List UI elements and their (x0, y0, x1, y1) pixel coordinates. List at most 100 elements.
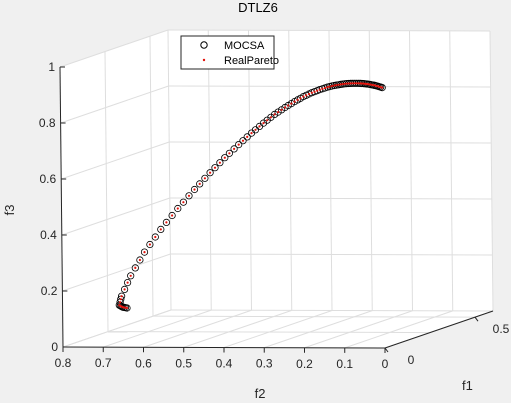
z-tick-label: 0.6 (40, 172, 57, 186)
realpareto-point (353, 82, 356, 85)
grid-line (304, 310, 413, 349)
realpareto-point (343, 82, 346, 85)
x-tick-label: 0 (408, 353, 415, 367)
realpareto-point (228, 152, 231, 155)
mocsa-point (140, 248, 149, 256)
mocsa-point (121, 285, 129, 293)
z-tick-label: 0 (51, 340, 58, 354)
realpareto-point (213, 166, 217, 169)
grid-line (288, 30, 293, 311)
z-tick-label: 0.2 (41, 284, 58, 298)
grid-line (104, 51, 109, 332)
mocsa-point (157, 225, 165, 233)
grid-line (368, 30, 373, 311)
realpareto-point (165, 221, 168, 224)
legend[interactable]: MOCSA RealPareto (180, 35, 279, 70)
realpareto-point (345, 82, 348, 85)
realpareto-point (330, 84, 334, 88)
y-tick-label: 0 (382, 357, 389, 371)
z-axis-line (59, 66, 64, 348)
mocsa-point (124, 278, 132, 287)
realpareto-point (307, 92, 311, 96)
realpareto-point (351, 82, 354, 85)
realpareto-point (119, 301, 122, 304)
mocsa-point (247, 129, 256, 137)
grid-line (449, 30, 454, 311)
y-tick-label: 0.8 (55, 356, 72, 370)
realpareto-point (254, 128, 257, 131)
realpareto-point (333, 84, 336, 87)
grid-line (169, 141, 492, 144)
grid-line (344, 310, 453, 349)
realpareto-point (250, 132, 253, 135)
realpareto-point (203, 177, 206, 180)
y-tick-label: 0.2 (296, 357, 313, 371)
axes-panels (60, 30, 493, 348)
realpareto-point (123, 288, 126, 291)
realpareto-point (134, 266, 137, 269)
realpareto-point (283, 106, 287, 109)
realpareto-point (357, 82, 360, 85)
realpareto-point (299, 97, 302, 100)
realpareto-point (365, 82, 368, 86)
realpareto-point (326, 86, 329, 89)
realpareto-point (341, 83, 344, 86)
y-tick-label: 0.6 (135, 356, 152, 370)
mocsa-point (243, 133, 251, 141)
z-axis-label: f3 (2, 205, 17, 216)
realpareto-point (182, 201, 185, 204)
mocsa-point (216, 159, 224, 167)
realpareto-point (287, 104, 290, 107)
realpareto-point (148, 243, 151, 246)
mocsa-point (235, 141, 243, 149)
realpareto-point (241, 139, 245, 142)
x-axis-label: f1 (462, 378, 473, 393)
grid-line (409, 30, 413, 311)
realpareto-point (273, 113, 276, 116)
mocsa-point (162, 218, 170, 226)
realpareto-point (143, 251, 146, 254)
grid-line (61, 141, 170, 180)
grid-line (489, 30, 494, 312)
mocsa-point (196, 180, 204, 188)
z-tick-label: 0.4 (40, 228, 57, 242)
realpareto-point (159, 228, 162, 231)
realpareto-point (318, 88, 321, 91)
mocsa-point (151, 233, 159, 241)
realpareto-point (349, 82, 352, 85)
grid-line (103, 309, 212, 348)
mocsa-point (277, 106, 286, 114)
y-tick-label: 0.5 (175, 356, 192, 370)
grid-line (61, 197, 170, 236)
realpareto-point (193, 188, 196, 191)
realpareto-point (138, 258, 141, 262)
realpareto-point (269, 116, 272, 119)
realpareto-point (323, 86, 326, 90)
mocsa-point (127, 272, 135, 280)
realpareto-point (339, 83, 342, 86)
realpareto-point (335, 84, 338, 87)
realpareto-point (120, 295, 123, 298)
realpareto-point (277, 111, 280, 114)
side-wall-panel (60, 30, 171, 347)
realpareto-point (302, 95, 305, 98)
realpareto-point (154, 235, 157, 239)
y-tick-label: 0.3 (256, 357, 273, 371)
mocsa-point (179, 198, 187, 206)
mocsa-point (274, 108, 282, 116)
legend-entry-realpareto: RealPareto (224, 55, 279, 67)
y-axis-label: f2 (255, 386, 266, 401)
x-tick-label: 0.5 (493, 322, 510, 336)
realpareto-point (310, 91, 313, 94)
realpareto-point (218, 161, 221, 164)
realpareto-point (280, 108, 283, 111)
realpareto-point (209, 171, 212, 174)
mocsa-point (131, 264, 139, 272)
y-tick-label: 0.1 (336, 357, 353, 371)
realpareto-point (313, 90, 316, 93)
realpareto-point (125, 306, 129, 310)
mocsa-point (185, 192, 193, 200)
data-marks (115, 79, 386, 312)
mocsa-point (206, 169, 214, 177)
mocsa-point (168, 211, 176, 220)
